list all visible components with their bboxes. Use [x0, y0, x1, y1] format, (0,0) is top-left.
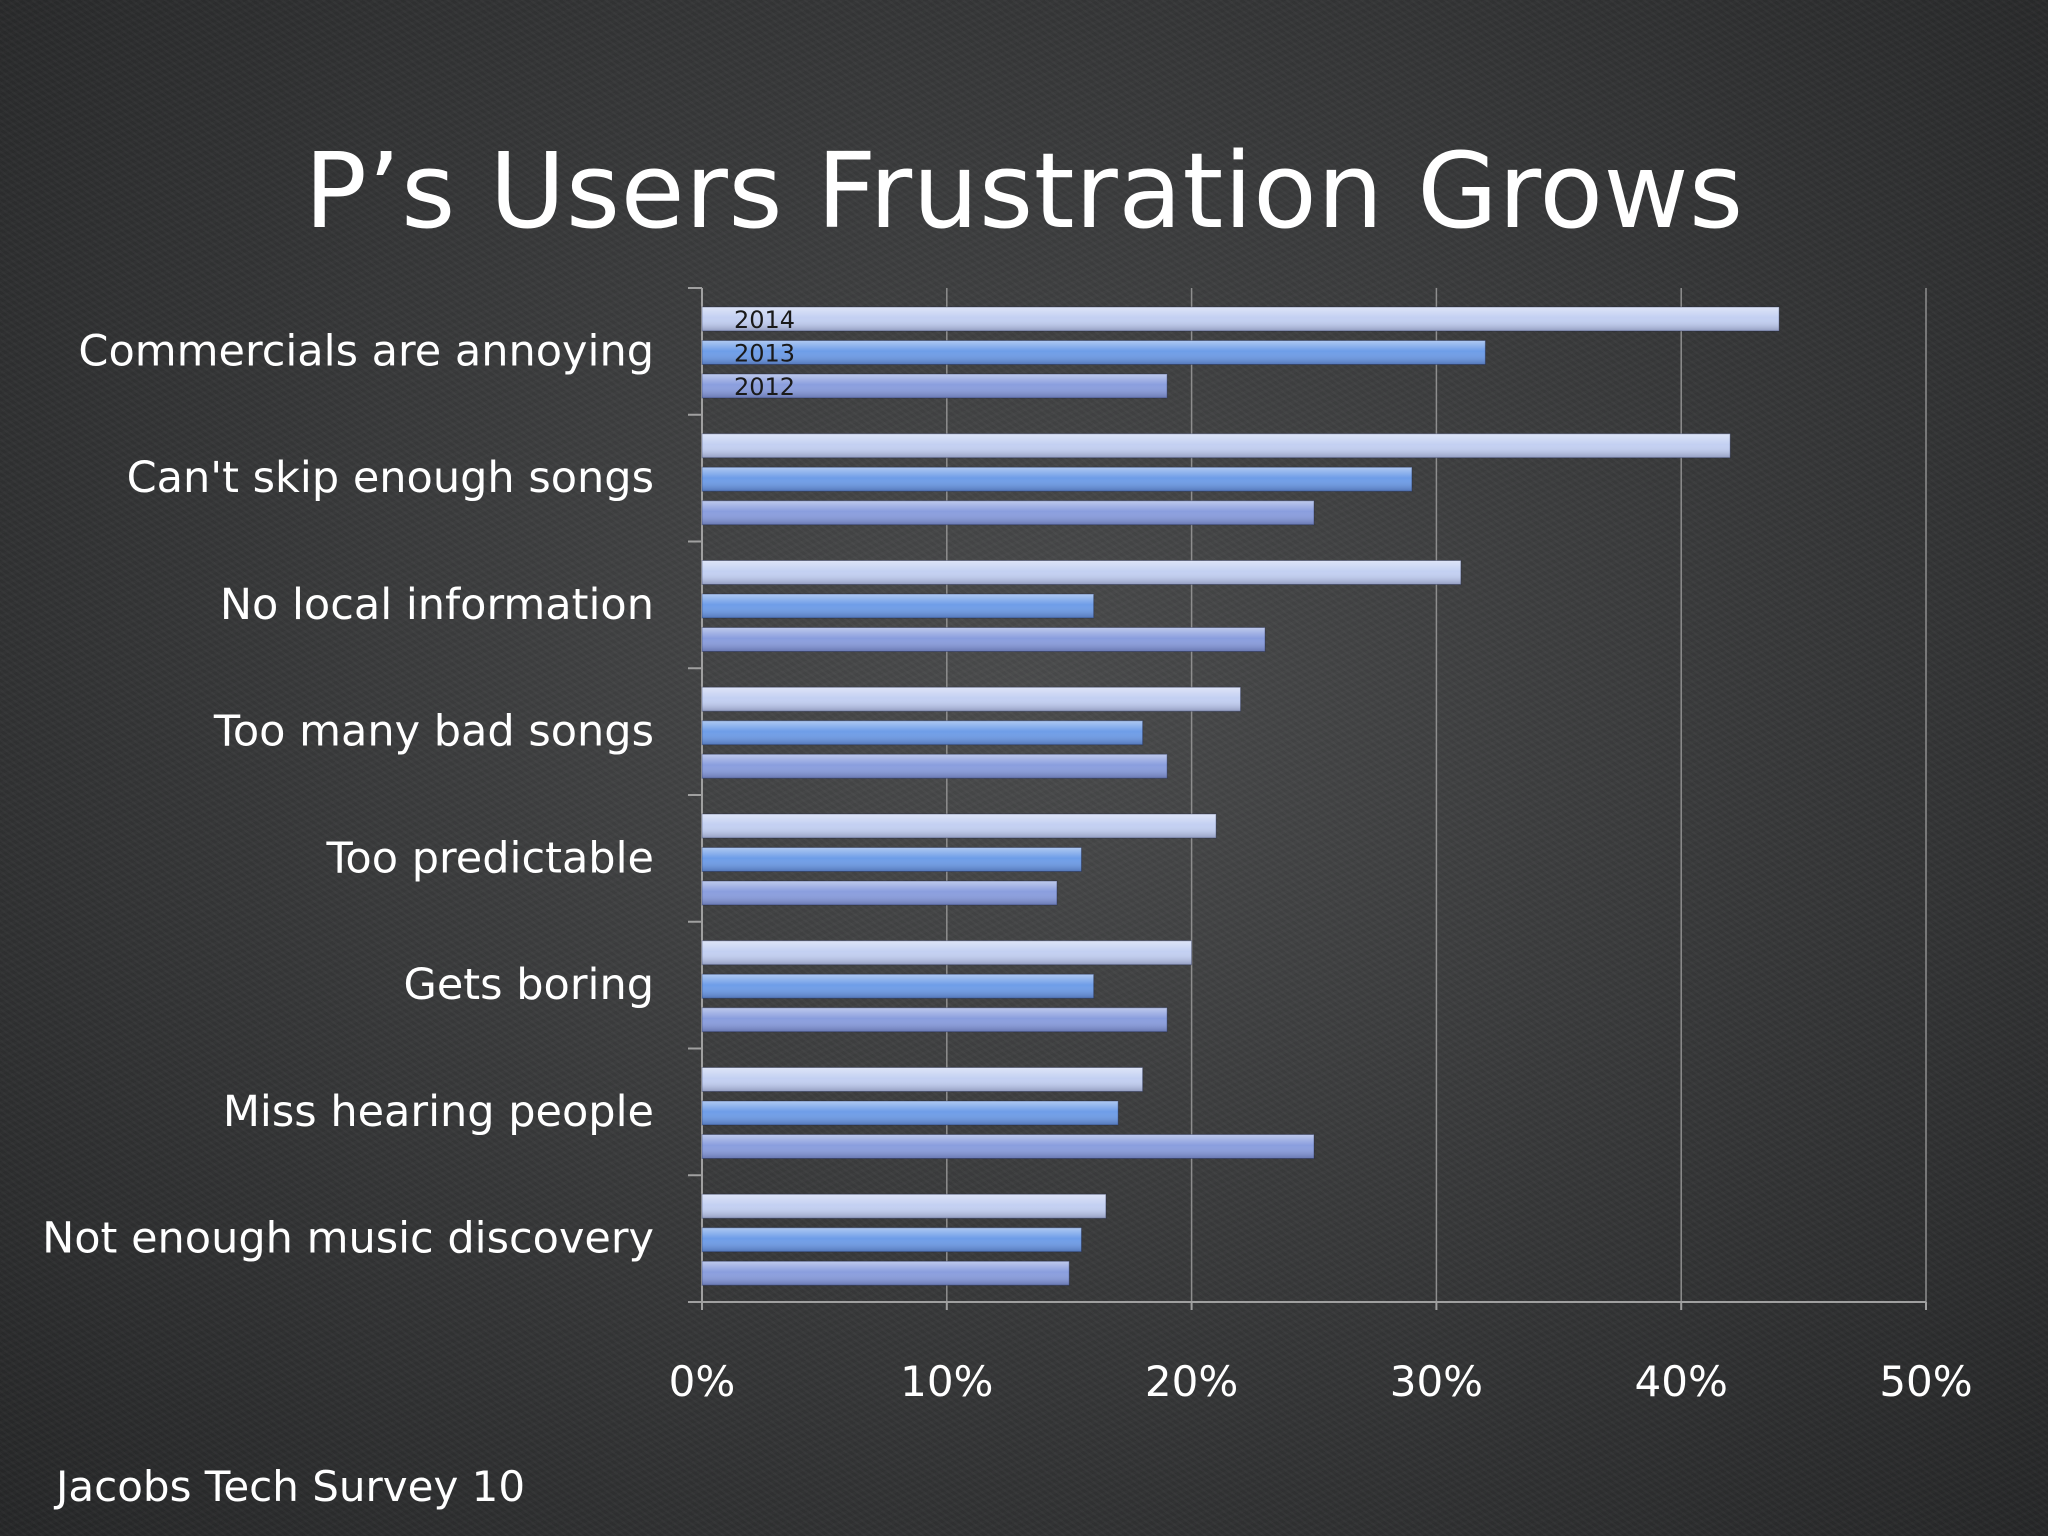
bar-shade — [702, 1261, 1070, 1286]
bar-shade — [702, 1227, 1082, 1252]
page-title: P’s Users Frustration Grows — [304, 130, 1744, 252]
x-tick-label: 10% — [900, 1357, 993, 1406]
bar-outline — [701, 1260, 1070, 1286]
bar-outline — [701, 373, 1168, 399]
category-label: Miss hearing people — [223, 1087, 654, 1137]
category-label: Gets boring — [404, 960, 654, 1010]
bar-outline — [701, 880, 1058, 906]
bar-shade — [702, 1067, 1143, 1092]
bar-shade — [702, 500, 1314, 525]
bar-shade — [702, 433, 1731, 458]
bar-shade — [702, 720, 1143, 745]
bar-shade — [702, 1194, 1106, 1219]
bar-shade — [702, 560, 1461, 585]
bar-outline — [701, 753, 1168, 779]
x-tick-label: 50% — [1879, 1357, 1972, 1406]
bar-shade — [702, 754, 1168, 779]
bar-outline — [701, 813, 1217, 839]
bar-outline — [701, 560, 1462, 585]
bar-outline — [701, 627, 1266, 652]
bar-outline — [701, 340, 1486, 365]
series-label: 2013 — [734, 340, 795, 368]
category-label: Can't skip enough songs — [127, 453, 654, 503]
bar-outline — [701, 593, 1095, 619]
category-label: Commercials are annoying — [78, 326, 654, 376]
bar-shade — [702, 1134, 1314, 1159]
x-tick-label: 40% — [1635, 1357, 1728, 1406]
bar-shade — [702, 1007, 1168, 1032]
bar-outline — [701, 306, 1780, 332]
source-footer: Jacobs Tech Survey 10 — [56, 1462, 526, 1511]
bar-outline — [701, 1134, 1315, 1159]
bar-shade — [702, 1101, 1119, 1125]
bar-shade — [702, 687, 1241, 712]
bar-outline — [701, 1100, 1119, 1126]
bar-shade — [702, 307, 1780, 331]
series-label: 2014 — [734, 306, 795, 334]
bar-outline — [701, 1227, 1082, 1253]
x-tick-label: 0% — [669, 1357, 736, 1406]
bar-outline — [701, 973, 1095, 999]
bar-shade — [702, 627, 1266, 652]
bar-outline — [701, 433, 1731, 459]
bar-outline — [701, 500, 1315, 526]
series-label: 2012 — [734, 373, 795, 401]
bar-outline — [701, 686, 1242, 712]
x-tick-label: 30% — [1390, 1357, 1483, 1406]
bar-outline — [701, 1193, 1107, 1219]
category-label: Too many bad songs — [213, 707, 654, 757]
category-label: No local information — [220, 580, 654, 630]
category-label: Too predictable — [325, 833, 654, 883]
bar-shade — [702, 940, 1192, 965]
bar-outline — [701, 466, 1413, 492]
bar-shade — [702, 594, 1094, 618]
bar-shade — [702, 814, 1217, 838]
bar-shade — [702, 467, 1412, 492]
bar-shade — [702, 340, 1486, 365]
bar-shade — [702, 881, 1057, 905]
bar-shade — [702, 847, 1082, 872]
category-label: Not enough music discovery — [42, 1214, 654, 1264]
bar-outline — [701, 847, 1082, 872]
bar-outline — [701, 720, 1144, 746]
bar-outline — [701, 1067, 1144, 1092]
bar-outline — [701, 1007, 1168, 1033]
bar-shade — [702, 974, 1094, 999]
x-tick-label: 20% — [1145, 1357, 1238, 1406]
bar-shade — [702, 374, 1168, 398]
bar-outline — [701, 940, 1193, 966]
